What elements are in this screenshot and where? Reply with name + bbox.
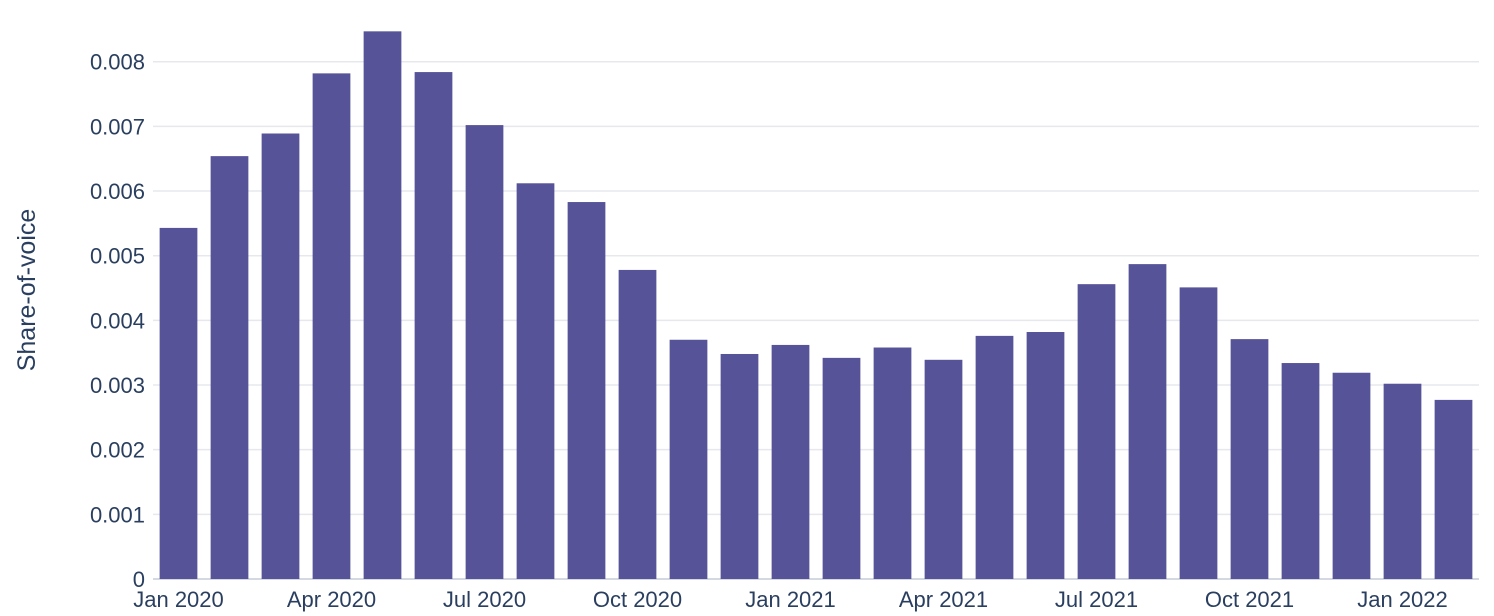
bars <box>159 31 1473 580</box>
x-tick-label: Apr 2021 <box>899 587 988 612</box>
bar[interactable] <box>261 133 300 579</box>
x-tick-label: Apr 2020 <box>287 587 376 612</box>
bar[interactable] <box>1179 287 1218 579</box>
bar[interactable] <box>516 183 555 579</box>
x-axis-ticks: Jan 2020 Apr 2020 Jul 2020 Oct 2020 Jan 2021… <box>133 587 1448 612</box>
bar[interactable] <box>1128 264 1167 579</box>
bar[interactable] <box>924 359 963 579</box>
bar[interactable] <box>414 72 453 579</box>
y-tick-label: 0.008 <box>90 50 145 75</box>
y-tick-label: 0.003 <box>90 373 145 398</box>
bar[interactable] <box>1434 399 1473 579</box>
bar[interactable] <box>1026 332 1065 579</box>
bar[interactable] <box>1332 372 1371 579</box>
y-tick-label: 0.005 <box>90 244 145 269</box>
bar[interactable] <box>822 357 861 579</box>
bar[interactable] <box>1077 284 1116 579</box>
y-tick-label: 0 <box>133 567 145 592</box>
x-tick-label: Jul 2020 <box>443 587 526 612</box>
x-tick-label: Oct 2020 <box>593 587 682 612</box>
bar[interactable] <box>618 269 657 579</box>
y-tick-label: 0.006 <box>90 179 145 204</box>
bar[interactable] <box>159 227 198 580</box>
y-tick-label: 0.004 <box>90 308 145 333</box>
bar[interactable] <box>771 344 810 579</box>
bar[interactable] <box>669 339 708 579</box>
y-tick-label: 0.002 <box>90 438 145 463</box>
bar[interactable] <box>465 125 504 579</box>
y-axis-ticks: 0 0.001 0.002 0.003 0.004 0.005 0.006 0.007 0.00… <box>90 50 145 592</box>
y-axis-title: Share-of-voice <box>13 209 41 372</box>
bar[interactable] <box>312 73 351 579</box>
y-tick-label: 0.007 <box>90 114 145 139</box>
bar[interactable] <box>567 202 606 579</box>
x-tick-label: Jan 2021 <box>745 587 836 612</box>
bar[interactable] <box>363 31 402 579</box>
bar[interactable] <box>210 156 249 579</box>
x-tick-label: Jan 2022 <box>1357 587 1448 612</box>
x-tick-label: Jan 2020 <box>133 587 224 612</box>
bar[interactable] <box>975 335 1014 579</box>
gridlines <box>153 60 1479 580</box>
bar[interactable] <box>720 353 759 579</box>
bar[interactable] <box>1281 363 1320 579</box>
x-tick-label: Oct 2021 <box>1205 587 1294 612</box>
y-tick-label: 0.001 <box>90 502 145 527</box>
bar[interactable] <box>873 347 912 579</box>
x-tick-label: Jul 2021 <box>1055 587 1138 612</box>
bar[interactable] <box>1230 339 1269 579</box>
bar[interactable] <box>1383 383 1422 579</box>
